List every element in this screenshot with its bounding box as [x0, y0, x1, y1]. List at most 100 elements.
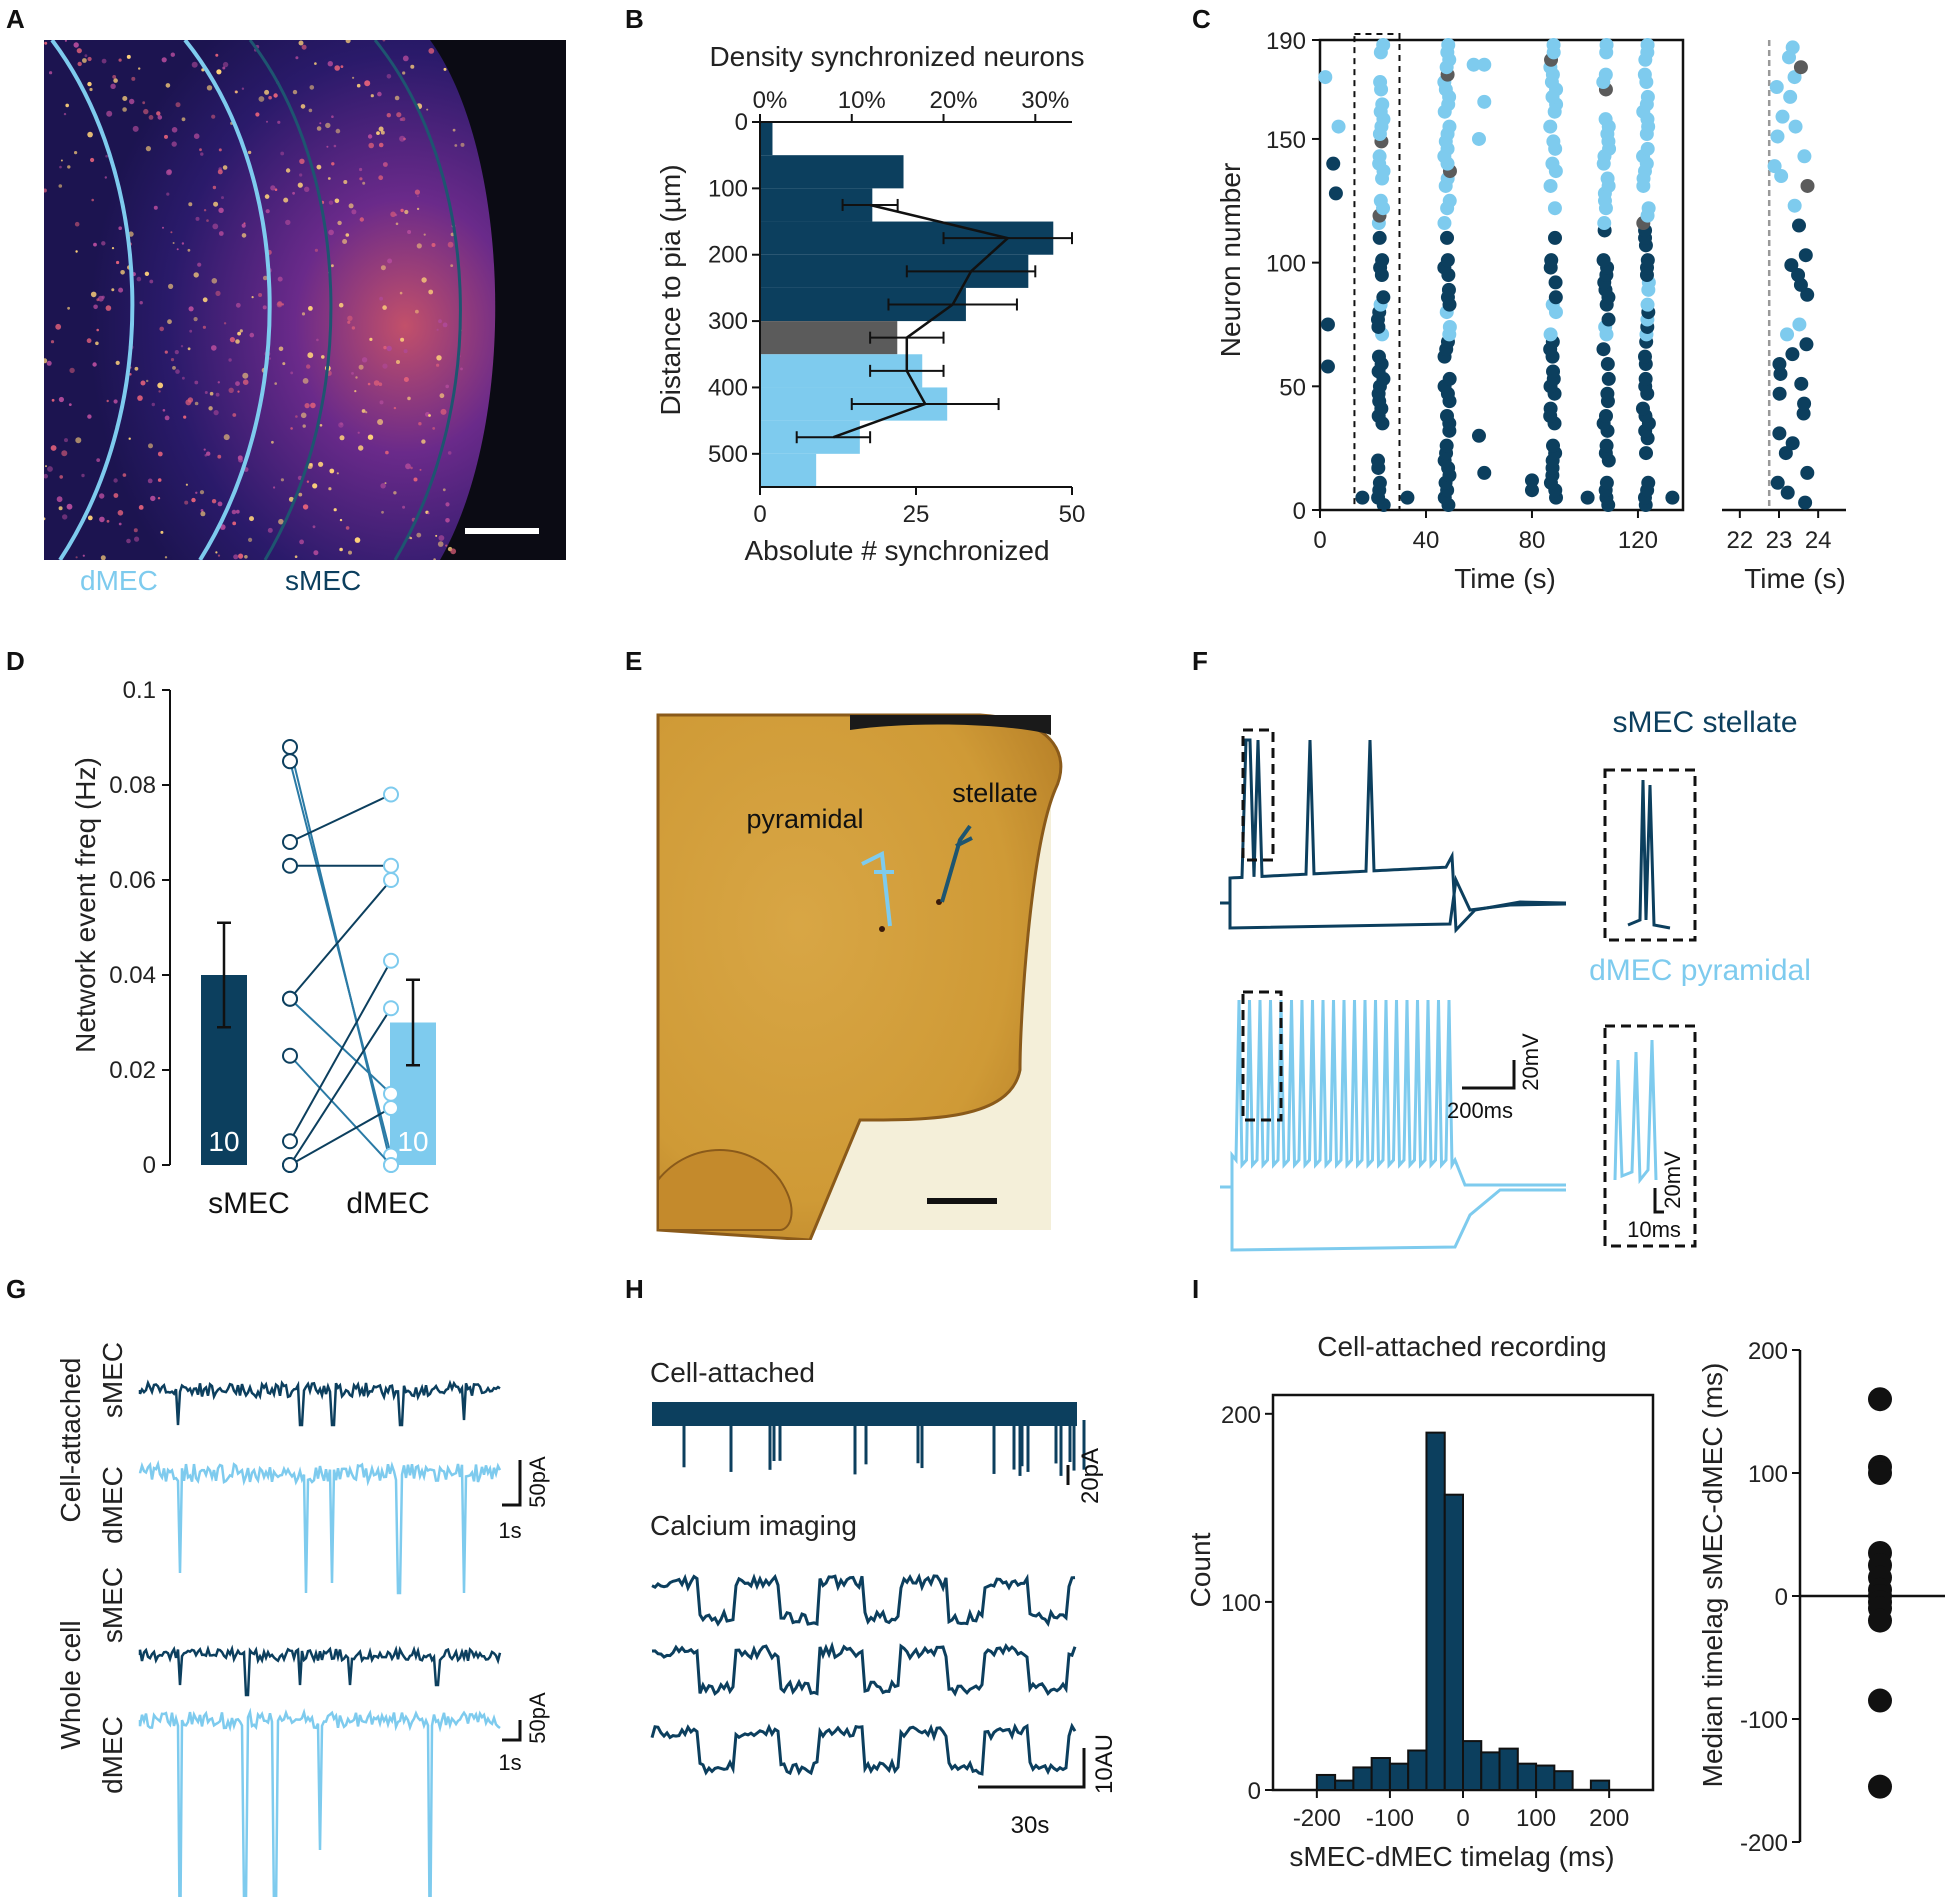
- fluorescent-cell: [235, 90, 238, 94]
- fluorescent-cell: [67, 165, 71, 169]
- fluorescent-cell: [215, 392, 220, 397]
- inset-scale-time-label: 10ms: [1627, 1217, 1681, 1242]
- histogram-bar: [1334, 1779, 1355, 1792]
- inset-raster-dot: [1794, 376, 1809, 391]
- median-timelag-point: [1868, 1608, 1892, 1633]
- scatter-y-tick-label: 0: [1775, 1584, 1788, 1611]
- fluorescent-cell: [44, 358, 48, 364]
- fluorescent-cell: [58, 506, 63, 511]
- fluorescent-cell: [409, 537, 413, 540]
- fluorescent-cell: [342, 239, 348, 244]
- fluorescent-cell: [339, 518, 343, 522]
- fluorescent-cell: [365, 411, 368, 414]
- raster-frame: [1318, 38, 1685, 512]
- fluorescent-cell: [316, 164, 322, 170]
- fluorescent-cell: [96, 328, 99, 332]
- fluorescent-cell: [59, 475, 63, 479]
- fluorescent-cell: [249, 332, 255, 338]
- fluorescent-cell: [359, 177, 363, 181]
- fluorescent-cell: [166, 169, 172, 176]
- fluorescent-cell: [101, 295, 105, 299]
- pair-line: [289, 1107, 392, 1166]
- fluorescent-cell: [82, 554, 85, 557]
- inset-x-tick-label: 24: [1805, 527, 1832, 554]
- category-label: sMEC: [208, 1187, 290, 1220]
- fluorescent-cell: [329, 468, 335, 474]
- fluorescent-cell: [418, 422, 422, 426]
- fluorescent-cell: [302, 424, 306, 428]
- fluorescent-cell: [218, 148, 222, 152]
- fluorescent-cell: [355, 376, 358, 379]
- raster-dot: [1598, 67, 1613, 82]
- x-tick-label: 0: [1313, 527, 1326, 554]
- fluorescent-cell: [228, 387, 234, 393]
- fluorescent-cell: [45, 465, 47, 468]
- fluorescent-cell: [228, 358, 232, 362]
- fluorescent-cell: [450, 548, 457, 555]
- fluorescent-cell: [56, 496, 63, 503]
- fluorescent-cell: [333, 508, 337, 512]
- fluorescent-cell: [258, 293, 263, 297]
- dmec-point: [383, 857, 399, 874]
- pair-line: [289, 793, 392, 843]
- fluorescent-cell: [101, 241, 106, 246]
- fluorescent-cell: [277, 120, 281, 124]
- fluorescent-cell: [140, 380, 146, 386]
- fluorescent-cell: [89, 87, 93, 92]
- fluorescent-cell: [157, 115, 163, 120]
- fluorescent-cell: [361, 357, 368, 363]
- raster-dot: [1641, 201, 1656, 216]
- fluorescent-cell: [99, 516, 105, 523]
- smec-inset-trace: [1627, 779, 1671, 930]
- histogram-bar: [1498, 1747, 1519, 1791]
- fluorescent-cell: [122, 473, 127, 477]
- dmec-point: [383, 872, 399, 888]
- raster-dot: [1543, 119, 1558, 134]
- fluorescent-cell: [367, 382, 371, 386]
- fluorescent-cell: [328, 200, 334, 205]
- fluorescent-cell: [380, 130, 385, 135]
- histogram-y-label: Count: [1185, 1532, 1216, 1607]
- fluorescent-cell: [157, 382, 164, 389]
- raster-dot: [1372, 149, 1387, 164]
- inset-raster-dot: [1793, 60, 1808, 75]
- fluorescent-cell: [231, 509, 237, 515]
- fluorescent-cell: [92, 362, 97, 367]
- fluorescent-cell: [439, 393, 445, 399]
- fluorescent-cell: [148, 443, 153, 449]
- smec-point: [282, 1047, 298, 1064]
- fluorescent-cell: [460, 367, 463, 371]
- fluorescent-cell: [235, 509, 240, 514]
- dmec-point: [383, 1157, 399, 1173]
- fluorescent-cell: [100, 555, 106, 560]
- fluorescent-cell: [242, 372, 249, 379]
- fluorescent-cell: [241, 233, 247, 238]
- fluorescent-cell: [407, 230, 412, 234]
- raster-dot: [1600, 386, 1615, 401]
- y-tick-label: 100: [1266, 251, 1306, 278]
- fluorescent-cell: [368, 142, 375, 149]
- fluorescent-cell: [49, 71, 53, 75]
- histogram-bar: [1480, 1751, 1501, 1791]
- dmec-point: [383, 1100, 399, 1116]
- scale-pa-label-2: 50pA: [525, 1692, 550, 1744]
- fluorescent-cell: [151, 402, 155, 407]
- fluorescent-cell: [280, 478, 284, 482]
- x-tick-label: 0: [753, 501, 766, 528]
- fluorescent-cell: [300, 104, 306, 109]
- fluorescent-cell: [402, 55, 409, 62]
- fluorescent-cell: [290, 427, 293, 430]
- fluorescent-cell: [436, 363, 440, 367]
- raster-dot: [1546, 438, 1561, 453]
- fluorescent-cell: [170, 231, 173, 234]
- fluorescent-cell: [331, 264, 334, 268]
- fluorescent-cell: [445, 544, 448, 547]
- fluorescent-cell: [426, 108, 429, 111]
- fluorescent-cell: [217, 454, 222, 459]
- fluorescent-cell: [295, 56, 299, 60]
- inset-raster-dot: [1772, 426, 1787, 441]
- fluorescent-cell: [44, 473, 48, 479]
- inset-raster-dot: [1792, 218, 1807, 233]
- fluorescent-cell: [419, 468, 422, 471]
- fluorescent-cell: [325, 122, 331, 129]
